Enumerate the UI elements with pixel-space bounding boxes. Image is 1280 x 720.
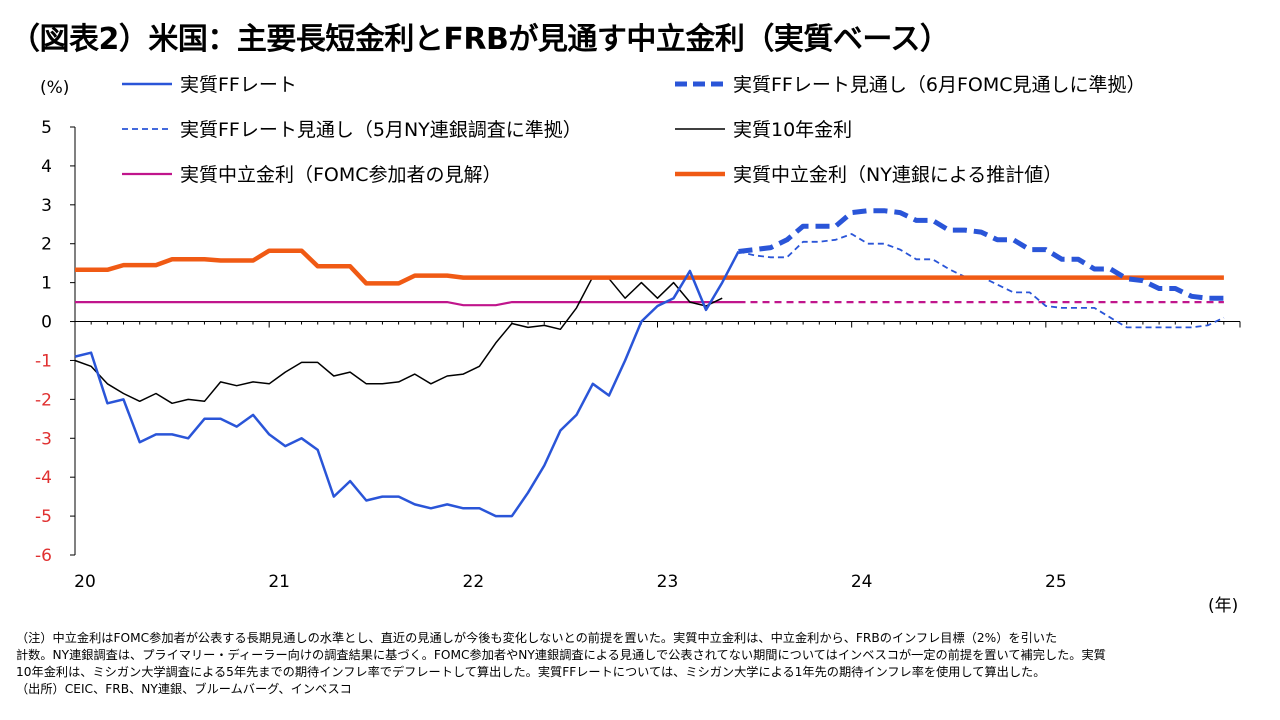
- y-tick-label: -2: [35, 390, 52, 410]
- series-line-ff_fomc: [738, 208, 1224, 301]
- series-line-ten: [74, 276, 723, 405]
- note-line: 10年金利は、ミシガン大学調査による5年先までの期待インフレ率でデフレートして算…: [16, 665, 1046, 679]
- footnotes: （注）中立金利はFOMC参加者が公表する長期見通しの水準とし、直近の見通しが今後…: [16, 630, 1272, 698]
- x-tick-label: 23: [657, 572, 679, 592]
- legend-label-ff: 実質FFレート: [180, 74, 297, 96]
- y-tick-label: -5: [35, 507, 52, 527]
- legend-label-ten: 実質10年金利: [733, 119, 852, 141]
- series-line-neutral_ny: [75, 248, 1224, 286]
- series-line-neutral_fomc: [75, 301, 739, 307]
- note-line: （出所）CEIC、FRB、NY連銀、ブルームバーグ、インベスコ: [16, 682, 352, 696]
- x-tick-label: 22: [463, 572, 485, 592]
- y-tick-label: 4: [41, 157, 52, 177]
- x-tick-label: 21: [268, 572, 290, 592]
- note-line: （注）中立金利はFOMC参加者が公表する長期見通しの水準とし、直近の見通しが今後…: [16, 631, 1058, 645]
- x-tick-label: 25: [1045, 572, 1067, 592]
- y-tick-label: -3: [35, 429, 52, 449]
- series-line-ff: [74, 250, 740, 518]
- page-title: （図表2）米国：主要長短金利とFRBが見通す中立金利（実質ベース）: [10, 22, 950, 57]
- y-tick-label: -6: [35, 546, 52, 566]
- legend-label-neutral_ny: 実質中立金利（NY連銀による推計値）: [733, 164, 1062, 186]
- y-tick-label: 1: [41, 274, 52, 294]
- y-tick-label: -1: [35, 351, 52, 371]
- series-line-ff_ny: [738, 233, 1225, 329]
- y-tick-label: 0: [41, 313, 52, 333]
- note-line: 計数。NY連銀調査は、プライマリー・ディーラー向けの調査結果に基づく。FOMC参…: [16, 648, 1106, 662]
- y-tick-label: -4: [35, 468, 52, 488]
- legend: 実質FFレート 実質FFレート見通し（6月FOMC見通しに準拠） 実質FFレート見通…: [122, 74, 1146, 186]
- x-tick-label: 20: [74, 572, 96, 592]
- y-axis-label: (%): [40, 78, 69, 98]
- legend-label-ff_ny: 実質FFレート見通し（5月NY連銀調査に準拠）: [180, 119, 582, 141]
- y-tick-label: 2: [41, 235, 52, 255]
- legend-label-neutral_fomc: 実質中立金利（FOMC参加者の見解）: [180, 164, 502, 186]
- series-layer: [74, 208, 1225, 518]
- y-tick-label: 3: [41, 196, 52, 216]
- y-tick-label: 5: [41, 118, 52, 138]
- legend-label-ff_fomc: 実質FFレート見通し（6月FOMC見通しに準拠）: [733, 74, 1146, 96]
- x-axis-label: (年): [1208, 596, 1238, 616]
- x-tick-label: 24: [851, 572, 873, 592]
